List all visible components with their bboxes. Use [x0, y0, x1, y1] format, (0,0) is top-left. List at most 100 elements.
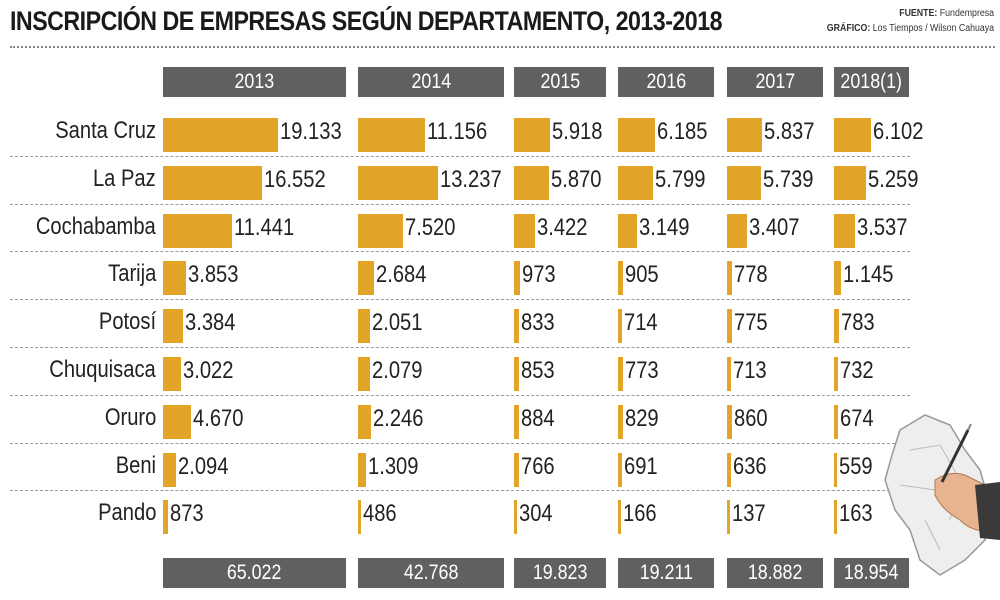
- year-header-1: 2013: [163, 67, 346, 97]
- bar: [727, 261, 732, 296]
- data-label: 4.670: [193, 404, 244, 432]
- data-label: 166: [623, 500, 657, 528]
- bar: [358, 261, 375, 296]
- department-label: Beni: [115, 451, 156, 479]
- bar: [358, 452, 366, 487]
- row-separator: [10, 155, 910, 157]
- row-separator: [10, 203, 910, 205]
- data-label: 2.094: [177, 452, 229, 480]
- data-label: 905: [625, 261, 660, 289]
- total-1: 65.022: [163, 558, 346, 588]
- bar: [358, 500, 361, 535]
- data-label: 674: [840, 404, 874, 432]
- bar: [618, 213, 637, 248]
- year-header-4: 2016: [618, 67, 714, 97]
- row-separator: [10, 251, 910, 253]
- data-label: 13.237: [439, 165, 502, 193]
- map-and-hand-illustration: [884, 414, 1000, 576]
- row-separator: [10, 394, 910, 396]
- bar: [834, 404, 839, 439]
- data-label: 5.799: [654, 165, 706, 193]
- data-label: 559: [839, 452, 873, 480]
- data-label: 11.156: [427, 118, 488, 145]
- bar: [514, 213, 535, 248]
- data-label: 973: [521, 261, 556, 289]
- bar: [618, 404, 623, 439]
- data-label: 853: [521, 357, 555, 384]
- data-label: 3.384: [185, 309, 236, 337]
- department-label: Cochabamba: [36, 212, 156, 240]
- bar: [618, 357, 623, 391]
- bar: [358, 118, 426, 152]
- bar: [163, 118, 278, 152]
- bar: [727, 213, 748, 248]
- source-line: FUENTE: Fundempresa: [899, 8, 994, 19]
- year-header-2: 2014: [358, 67, 504, 97]
- data-label: 766: [520, 452, 555, 480]
- total-6: 18.954: [834, 558, 909, 588]
- data-label: 19.133: [280, 118, 342, 145]
- data-label: 713: [733, 357, 767, 384]
- chart-title: INSCRIPCIÓN DE EMPRESAS SEGÚN DEPARTAMEN…: [10, 6, 723, 36]
- total-2: 42.768: [358, 558, 504, 588]
- bar: [727, 500, 730, 535]
- bar: [618, 165, 653, 200]
- data-label: 2.051: [372, 309, 423, 337]
- department-label: Santa Cruz: [55, 117, 156, 144]
- bar: [834, 261, 841, 296]
- bar: [834, 118, 871, 152]
- data-label: 5.837: [764, 118, 815, 145]
- bar: [618, 500, 621, 535]
- bar: [514, 404, 520, 439]
- bar: [727, 165, 762, 200]
- data-label: 3.537: [857, 213, 908, 241]
- department-label: Chuquisaca: [49, 356, 156, 383]
- year-header-6: 2018(1): [834, 67, 909, 97]
- data-label: 2.079: [372, 357, 423, 384]
- department-label: Pando: [97, 499, 156, 527]
- bar: [834, 357, 839, 391]
- data-label: 5.259: [867, 165, 919, 193]
- data-label: 775: [733, 309, 768, 337]
- data-label: 486: [363, 500, 397, 528]
- data-label: 7.520: [405, 213, 456, 241]
- bar: [514, 309, 519, 344]
- bar: [727, 452, 731, 487]
- bar: [618, 118, 656, 152]
- bar: [618, 261, 624, 296]
- data-label: 732: [840, 357, 875, 384]
- bar: [834, 309, 839, 344]
- data-label: 2.684: [376, 261, 427, 289]
- bar: [834, 165, 866, 200]
- bar: [834, 452, 838, 487]
- bar: [727, 118, 763, 152]
- data-label: 1.145: [842, 261, 894, 289]
- department-label: Tarija: [107, 260, 156, 288]
- data-label: 6.185: [657, 118, 708, 145]
- title-divider: [10, 46, 995, 48]
- data-label: 833: [521, 309, 555, 337]
- bar: [358, 404, 372, 439]
- bar: [618, 309, 623, 344]
- bar: [514, 452, 519, 487]
- data-label: 783: [840, 309, 875, 337]
- credits: FUENTE: Fundempresa GRÁFICO: Los Tiempos…: [827, 6, 994, 36]
- bar: [514, 357, 520, 391]
- data-label: 304: [519, 500, 553, 528]
- department-label: Potosí: [98, 308, 156, 336]
- data-label: 860: [734, 404, 768, 432]
- year-header-3: 2015: [514, 67, 606, 97]
- bar: [514, 261, 520, 296]
- data-label: 873: [170, 500, 204, 528]
- bar: [163, 213, 232, 248]
- data-label: 163: [839, 500, 873, 528]
- data-label: 137: [732, 500, 766, 528]
- bar: [163, 500, 169, 535]
- data-label: 3.407: [749, 213, 800, 241]
- department-label: La Paz: [93, 164, 156, 192]
- year-header-5: 2017: [727, 67, 823, 97]
- total-5: 18.882: [727, 558, 823, 588]
- bar: [163, 261, 187, 296]
- data-label: 2.246: [373, 404, 424, 432]
